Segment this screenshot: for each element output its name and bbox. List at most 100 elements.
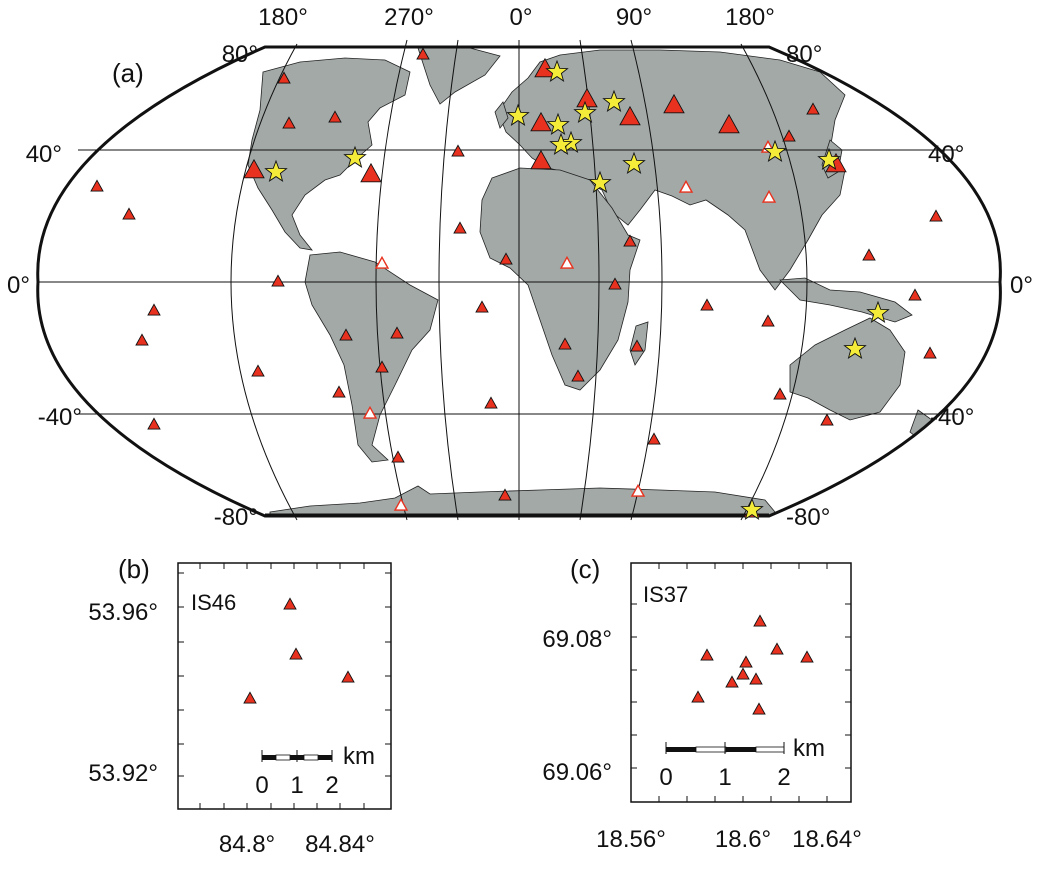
inset-b-frame: [177, 562, 392, 810]
lon-label-180-left: 180°: [258, 4, 308, 31]
station-triangle-icon: [391, 450, 405, 463]
station-triangle-icon: [908, 288, 922, 301]
station-triangle-icon: [773, 387, 787, 400]
world-station-symbols: [90, 47, 943, 520]
planned-station-triangle-icon: [374, 255, 390, 269]
station-triangle-icon: [700, 298, 714, 311]
inset-c-ticks: [631, 563, 851, 802]
station-triangle-icon: [923, 346, 937, 359]
station-triangle-icon: [390, 326, 404, 339]
inset-c-ylabel-bottom: 69.06°: [542, 759, 612, 786]
station-triangle-icon: [749, 672, 763, 685]
station-triangle-icon: [475, 300, 489, 313]
station-triangle-icon: [135, 333, 149, 346]
inset-c-frame: [630, 562, 852, 803]
lat-label-right-minus80: -80°: [786, 504, 830, 531]
station-triangle-icon: [283, 597, 297, 610]
station-triangle-icon: [332, 385, 346, 398]
inset-b-scale-unit: km: [343, 743, 375, 770]
inset-c-station-name: IS37: [643, 582, 688, 607]
lat-label-left-40: 40°: [26, 141, 62, 168]
inset-c-scale-unit: km: [793, 735, 825, 762]
lon-label-90: 90°: [616, 4, 652, 31]
land-uk: [494, 101, 509, 129]
station-triangle-icon: [761, 314, 775, 327]
lat-label-right-0: 0°: [1010, 272, 1033, 299]
inset-b-scale-tick-1: 1: [290, 772, 303, 799]
station-triangle-icon: [375, 360, 389, 373]
array-station-triangle-icon: [534, 57, 556, 78]
land-south-america: [304, 251, 439, 463]
star-icon: [588, 170, 612, 193]
planned-station-triangle-icon: [630, 483, 646, 497]
inset-c-scale-tick-2: 2: [777, 764, 790, 791]
inset-b-scale-bar: km 0 1 2: [255, 743, 375, 799]
star-icon: [546, 112, 570, 135]
station-triangle-icon: [558, 337, 572, 350]
array-station-triangle-icon: [243, 158, 265, 179]
station-triangle-icon: [623, 234, 637, 247]
array-station-triangle-icon: [663, 93, 685, 114]
inset-c-xlabel-3: 18.64°: [792, 826, 862, 853]
array-station-triangle-icon: [530, 111, 552, 132]
station-triangle-icon: [608, 277, 622, 290]
planned-station-triangle-icon: [559, 255, 575, 269]
panel-label-c: (c): [570, 554, 600, 584]
inset-c-xlabel-2: 18.6°: [715, 826, 771, 853]
inset-b-scale-tick-0: 0: [255, 772, 268, 799]
station-triangle-icon: [806, 102, 820, 115]
inset-b-panel: (b) IS46 53.96° 53.92° 84.8° 84.84° km 0…: [88, 554, 392, 858]
station-triangle-icon: [251, 364, 265, 377]
station-triangle-icon: [90, 179, 104, 192]
star-icon: [602, 89, 626, 112]
array-station-triangle-icon: [718, 113, 740, 134]
star-icon: [817, 147, 841, 170]
station-triangle-icon: [277, 71, 291, 84]
land-antarctica: [269, 485, 776, 516]
inset-b-xlabel-1: 84.8°: [219, 831, 275, 858]
inset-c-station-symbols: [691, 614, 814, 715]
station-triangle-icon: [339, 328, 353, 341]
inset-c-scale-bar: km 0 1 2: [659, 735, 825, 791]
station-triangle-icon: [499, 252, 513, 265]
station-triangle-icon: [691, 690, 705, 703]
station-triangle-icon: [341, 670, 355, 683]
station-triangle-icon: [862, 248, 876, 261]
star-icon: [866, 300, 890, 323]
star-icon: [573, 100, 597, 123]
land-greenland: [417, 47, 501, 105]
inset-b-station-name: IS46: [191, 590, 236, 615]
station-triangle-icon: [782, 129, 796, 142]
star-icon: [740, 497, 764, 520]
land-north-america: [247, 57, 411, 251]
planned-station-triangle-icon: [678, 179, 694, 193]
map-frame: [36, 45, 1002, 518]
world-map-panel: (a) 180° 270° 0° 90° 180° 80° 40° 0° -40…: [7, 4, 1033, 531]
lon-label-180-right: 180°: [725, 4, 775, 31]
star-icon: [343, 145, 367, 168]
planned-station-triangle-icon: [761, 189, 777, 203]
station-triangle-icon: [739, 655, 753, 668]
station-triangle-icon: [282, 116, 296, 129]
lat-label-left-minus40: -40°: [38, 404, 82, 431]
inset-b-scale-tick-2: 2: [325, 772, 338, 799]
station-triangle-icon: [147, 303, 161, 316]
inset-c-xlabel-1: 18.56°: [596, 826, 666, 853]
station-triangle-icon: [820, 413, 834, 426]
lat-label-right-minus40: -40°: [930, 404, 974, 431]
station-triangle-icon: [630, 339, 644, 352]
inset-c-ylabel-top: 69.08°: [542, 626, 612, 653]
planned-station-triangle-icon: [362, 405, 378, 419]
star-icon: [545, 59, 569, 82]
station-triangle-icon: [289, 647, 303, 660]
lat-label-right-80: 80°: [786, 41, 822, 68]
station-triangle-icon: [498, 488, 512, 501]
station-triangle-icon: [484, 396, 498, 409]
inset-b-ylabel-top: 53.96°: [88, 599, 158, 626]
inset-b-station-symbols: [243, 597, 355, 704]
star-icon: [763, 139, 787, 162]
star-icon: [264, 159, 288, 182]
lon-label-270: 270°: [384, 4, 434, 31]
inset-b-ylabel-bottom: 53.92°: [88, 760, 158, 787]
lat-label-left-80: 80°: [222, 41, 258, 68]
